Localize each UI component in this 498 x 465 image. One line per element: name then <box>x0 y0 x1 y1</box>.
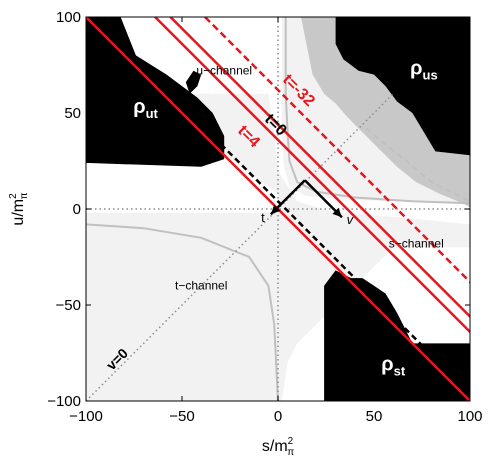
x-axis-label: s/m2 π <box>262 436 294 458</box>
u-channel-label: u−channel <box>196 64 252 78</box>
rho-ut-label: ρut <box>133 96 158 121</box>
y-tick-label: −50 <box>56 297 81 314</box>
y-tick-label: 50 <box>64 105 81 122</box>
x-tick-label: −100 <box>69 408 103 425</box>
t-dashed-red-line <box>204 17 470 284</box>
rho-ut-region <box>86 17 225 167</box>
t-channel-label: t−channel <box>175 279 227 293</box>
v-direction-arrow-head <box>332 207 342 218</box>
t-minus32-line <box>154 17 470 334</box>
gray-dashed-boundary <box>365 127 470 203</box>
rho-st-label: ρst <box>381 353 406 378</box>
x-tick-label: 50 <box>366 408 383 425</box>
s-channel-label: s−channel <box>389 236 444 250</box>
axis-ticks: −100 −50 0 50 100 −100 −50 0 50 100 <box>47 9 482 425</box>
y-tick-label: 0 <box>73 201 81 218</box>
t-direction-arrow-head <box>270 204 281 215</box>
lines-layer <box>86 17 470 401</box>
y-tick-label: −100 <box>47 393 81 410</box>
rho-ut-spike <box>185 70 202 94</box>
boundary-curve-lower <box>86 223 279 401</box>
x-tick-label: −50 <box>169 408 194 425</box>
x-tick-label: 100 <box>457 408 482 425</box>
rho-us-label: ρus <box>410 58 438 83</box>
t0-dashed-line <box>92 17 470 396</box>
v0-dotted-line <box>86 93 394 401</box>
y-tick-label: 100 <box>56 9 81 26</box>
y-axis-label: u/m2π <box>8 192 30 225</box>
t-red-line-outer <box>169 17 470 319</box>
gray-region <box>301 17 470 208</box>
boundary-curve-upper <box>284 17 470 205</box>
v-arrow-label: v <box>347 212 355 227</box>
x-tick-label: 0 <box>274 408 282 425</box>
rho-st-region <box>324 270 470 401</box>
rho-us-region <box>335 17 470 156</box>
t-arrow-label: t <box>261 210 265 225</box>
